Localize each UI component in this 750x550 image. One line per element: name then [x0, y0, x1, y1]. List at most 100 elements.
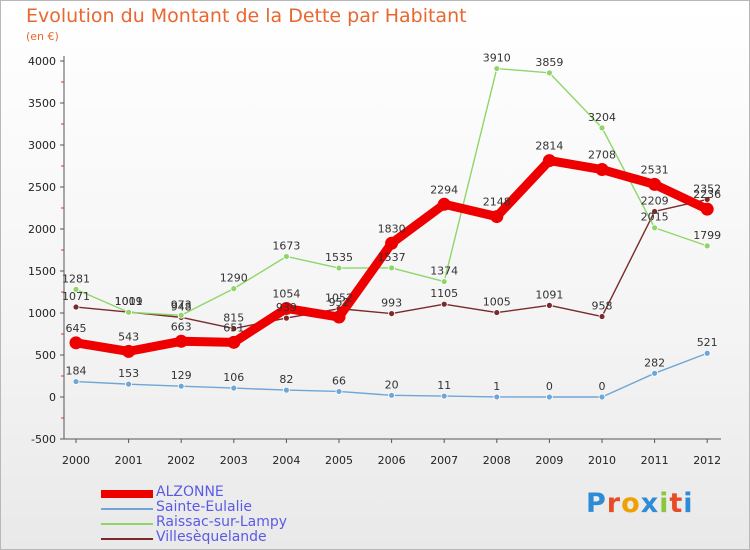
x-tick-label: 2001 — [115, 454, 143, 467]
data-point-alzonne — [385, 236, 399, 250]
data-point-raissac-sur-lampy — [546, 69, 553, 77]
data-point-raissac-sur-lampy — [598, 124, 606, 132]
x-tick-label: 2003 — [220, 454, 248, 467]
data-label-villesequelande: 939 — [276, 301, 297, 314]
y-tick-label: 3500 — [28, 97, 56, 110]
data-point-alzonne — [595, 163, 609, 177]
series-line-raissac-sur-lampy — [75, 67, 708, 316]
legend-swatch-sainte-eulalie — [101, 508, 153, 510]
data-label-sainte-eulalie: 1 — [493, 380, 500, 393]
data-label-villesequelande: 1091 — [535, 288, 563, 301]
data-point-alzonne — [648, 177, 662, 191]
y-tick-label: 1000 — [28, 307, 56, 320]
data-label-alzonne: 645 — [66, 322, 87, 335]
data-label-alzonne: 543 — [118, 330, 139, 343]
data-point-sainte-eulalie — [651, 369, 658, 377]
data-point-sainte-eulalie — [177, 382, 185, 390]
data-label-alzonne: 2148 — [483, 196, 511, 209]
x-tick-label: 2004 — [272, 454, 300, 467]
data-point-villesequelande — [651, 208, 658, 215]
data-label-villesequelande: 958 — [592, 300, 613, 313]
data-label-raissac-sur-lampy: 1535 — [325, 251, 353, 264]
data-label-sainte-eulalie: 0 — [599, 380, 606, 393]
logo-letter: r — [606, 488, 622, 519]
logo-letter: x — [640, 488, 660, 519]
data-label-raissac-sur-lampy: 1009 — [115, 295, 143, 308]
x-tick-label: 2000 — [62, 454, 90, 467]
data-label-alzonne: 2814 — [535, 140, 563, 153]
data-point-alzonne — [174, 334, 188, 348]
data-label-sainte-eulalie: 282 — [644, 356, 665, 369]
y-tick-label: 2500 — [28, 181, 56, 194]
data-point-alzonne — [69, 336, 83, 350]
data-label-alzonne: 2531 — [641, 163, 669, 176]
data-point-sainte-eulalie — [230, 384, 238, 392]
data-label-alzonne: 2236 — [693, 188, 721, 201]
y-tick-label: -500 — [31, 433, 56, 446]
data-point-villesequelande — [230, 325, 238, 332]
data-point-sainte-eulalie — [546, 393, 553, 401]
data-point-raissac-sur-lampy — [230, 285, 238, 293]
data-point-raissac-sur-lampy — [651, 224, 658, 232]
data-label-villesequelande: 1011 — [115, 295, 143, 308]
data-label-raissac-sur-lampy: 1374 — [430, 265, 458, 278]
data-point-villesequelande — [388, 310, 396, 317]
data-label-raissac-sur-lampy: 3204 — [588, 111, 616, 124]
data-point-alzonne — [332, 310, 346, 324]
data-label-alzonne: 1054 — [272, 287, 300, 300]
x-tick-label: 2006 — [378, 454, 406, 467]
data-point-sainte-eulalie — [493, 393, 501, 401]
legend-swatch-raissac-sur-lampy — [101, 523, 153, 525]
series-layer — [69, 65, 714, 401]
data-label-villesequelande: 1005 — [483, 296, 511, 309]
x-tick-label: 2012 — [693, 454, 721, 467]
data-label-alzonne: 663 — [171, 320, 192, 333]
legend-label-raissac-sur-lampy: Raissac-sur-Lampy — [156, 514, 288, 530]
logo-letter: t — [669, 488, 684, 519]
data-label-raissac-sur-lampy: 1673 — [272, 239, 300, 252]
logo-letter: i — [683, 488, 694, 519]
data-label-sainte-eulalie: 82 — [279, 373, 293, 386]
y-tick-label: 500 — [35, 349, 56, 362]
data-point-villesequelande — [493, 309, 501, 316]
x-tick-label: 2010 — [588, 454, 616, 467]
data-label-raissac-sur-lampy: 1799 — [693, 229, 721, 242]
data-label-raissac-sur-lampy: 1537 — [378, 251, 406, 264]
data-label-sainte-eulalie: 11 — [437, 379, 451, 392]
x-tick-label: 2008 — [483, 454, 511, 467]
data-point-alzonne — [279, 301, 293, 315]
y-tick-label: 3000 — [28, 139, 56, 152]
legend-label-villesequelande: Villesèquelande — [156, 529, 267, 545]
data-label-villesequelande: 1105 — [430, 287, 458, 300]
data-label-raissac-sur-lampy: 1290 — [220, 272, 248, 285]
data-point-raissac-sur-lampy — [335, 264, 343, 272]
data-point-alzonne — [490, 210, 504, 224]
data-label-sainte-eulalie: 184 — [66, 365, 87, 378]
x-tick-label: 2009 — [535, 454, 563, 467]
legend-label-alzonne: ALZONNE — [156, 484, 224, 500]
legend-label-sainte-eulalie: Sainte-Eulalie — [156, 499, 252, 515]
data-point-raissac-sur-lampy — [72, 285, 80, 293]
data-label-raissac-sur-lampy: 2015 — [641, 211, 669, 224]
data-point-alzonne — [700, 202, 714, 216]
data-label-alzonne: 952 — [329, 296, 350, 309]
logo-letter: i — [659, 488, 670, 519]
data-point-raissac-sur-lampy — [703, 242, 711, 250]
data-point-raissac-sur-lampy — [493, 65, 501, 72]
data-label-alzonne: 1830 — [378, 222, 406, 235]
data-label-alzonne: 2708 — [588, 149, 616, 162]
data-point-alzonne — [542, 154, 556, 168]
x-tick-label: 2011 — [641, 454, 669, 467]
y-tick-label: 4000 — [28, 55, 56, 68]
data-point-sainte-eulalie — [703, 349, 711, 357]
data-point-sainte-eulalie — [72, 378, 80, 385]
y-tick-label: 1500 — [28, 265, 56, 278]
chart-title: Evolution du Montant de la Dette par Hab… — [26, 5, 467, 27]
data-point-alzonne — [437, 197, 451, 211]
x-tick-label: 2002 — [167, 454, 195, 467]
data-label-alzonne: 651 — [223, 321, 244, 334]
y-tick-label: 2000 — [28, 223, 56, 236]
data-label-villesequelande: 948 — [171, 300, 192, 313]
